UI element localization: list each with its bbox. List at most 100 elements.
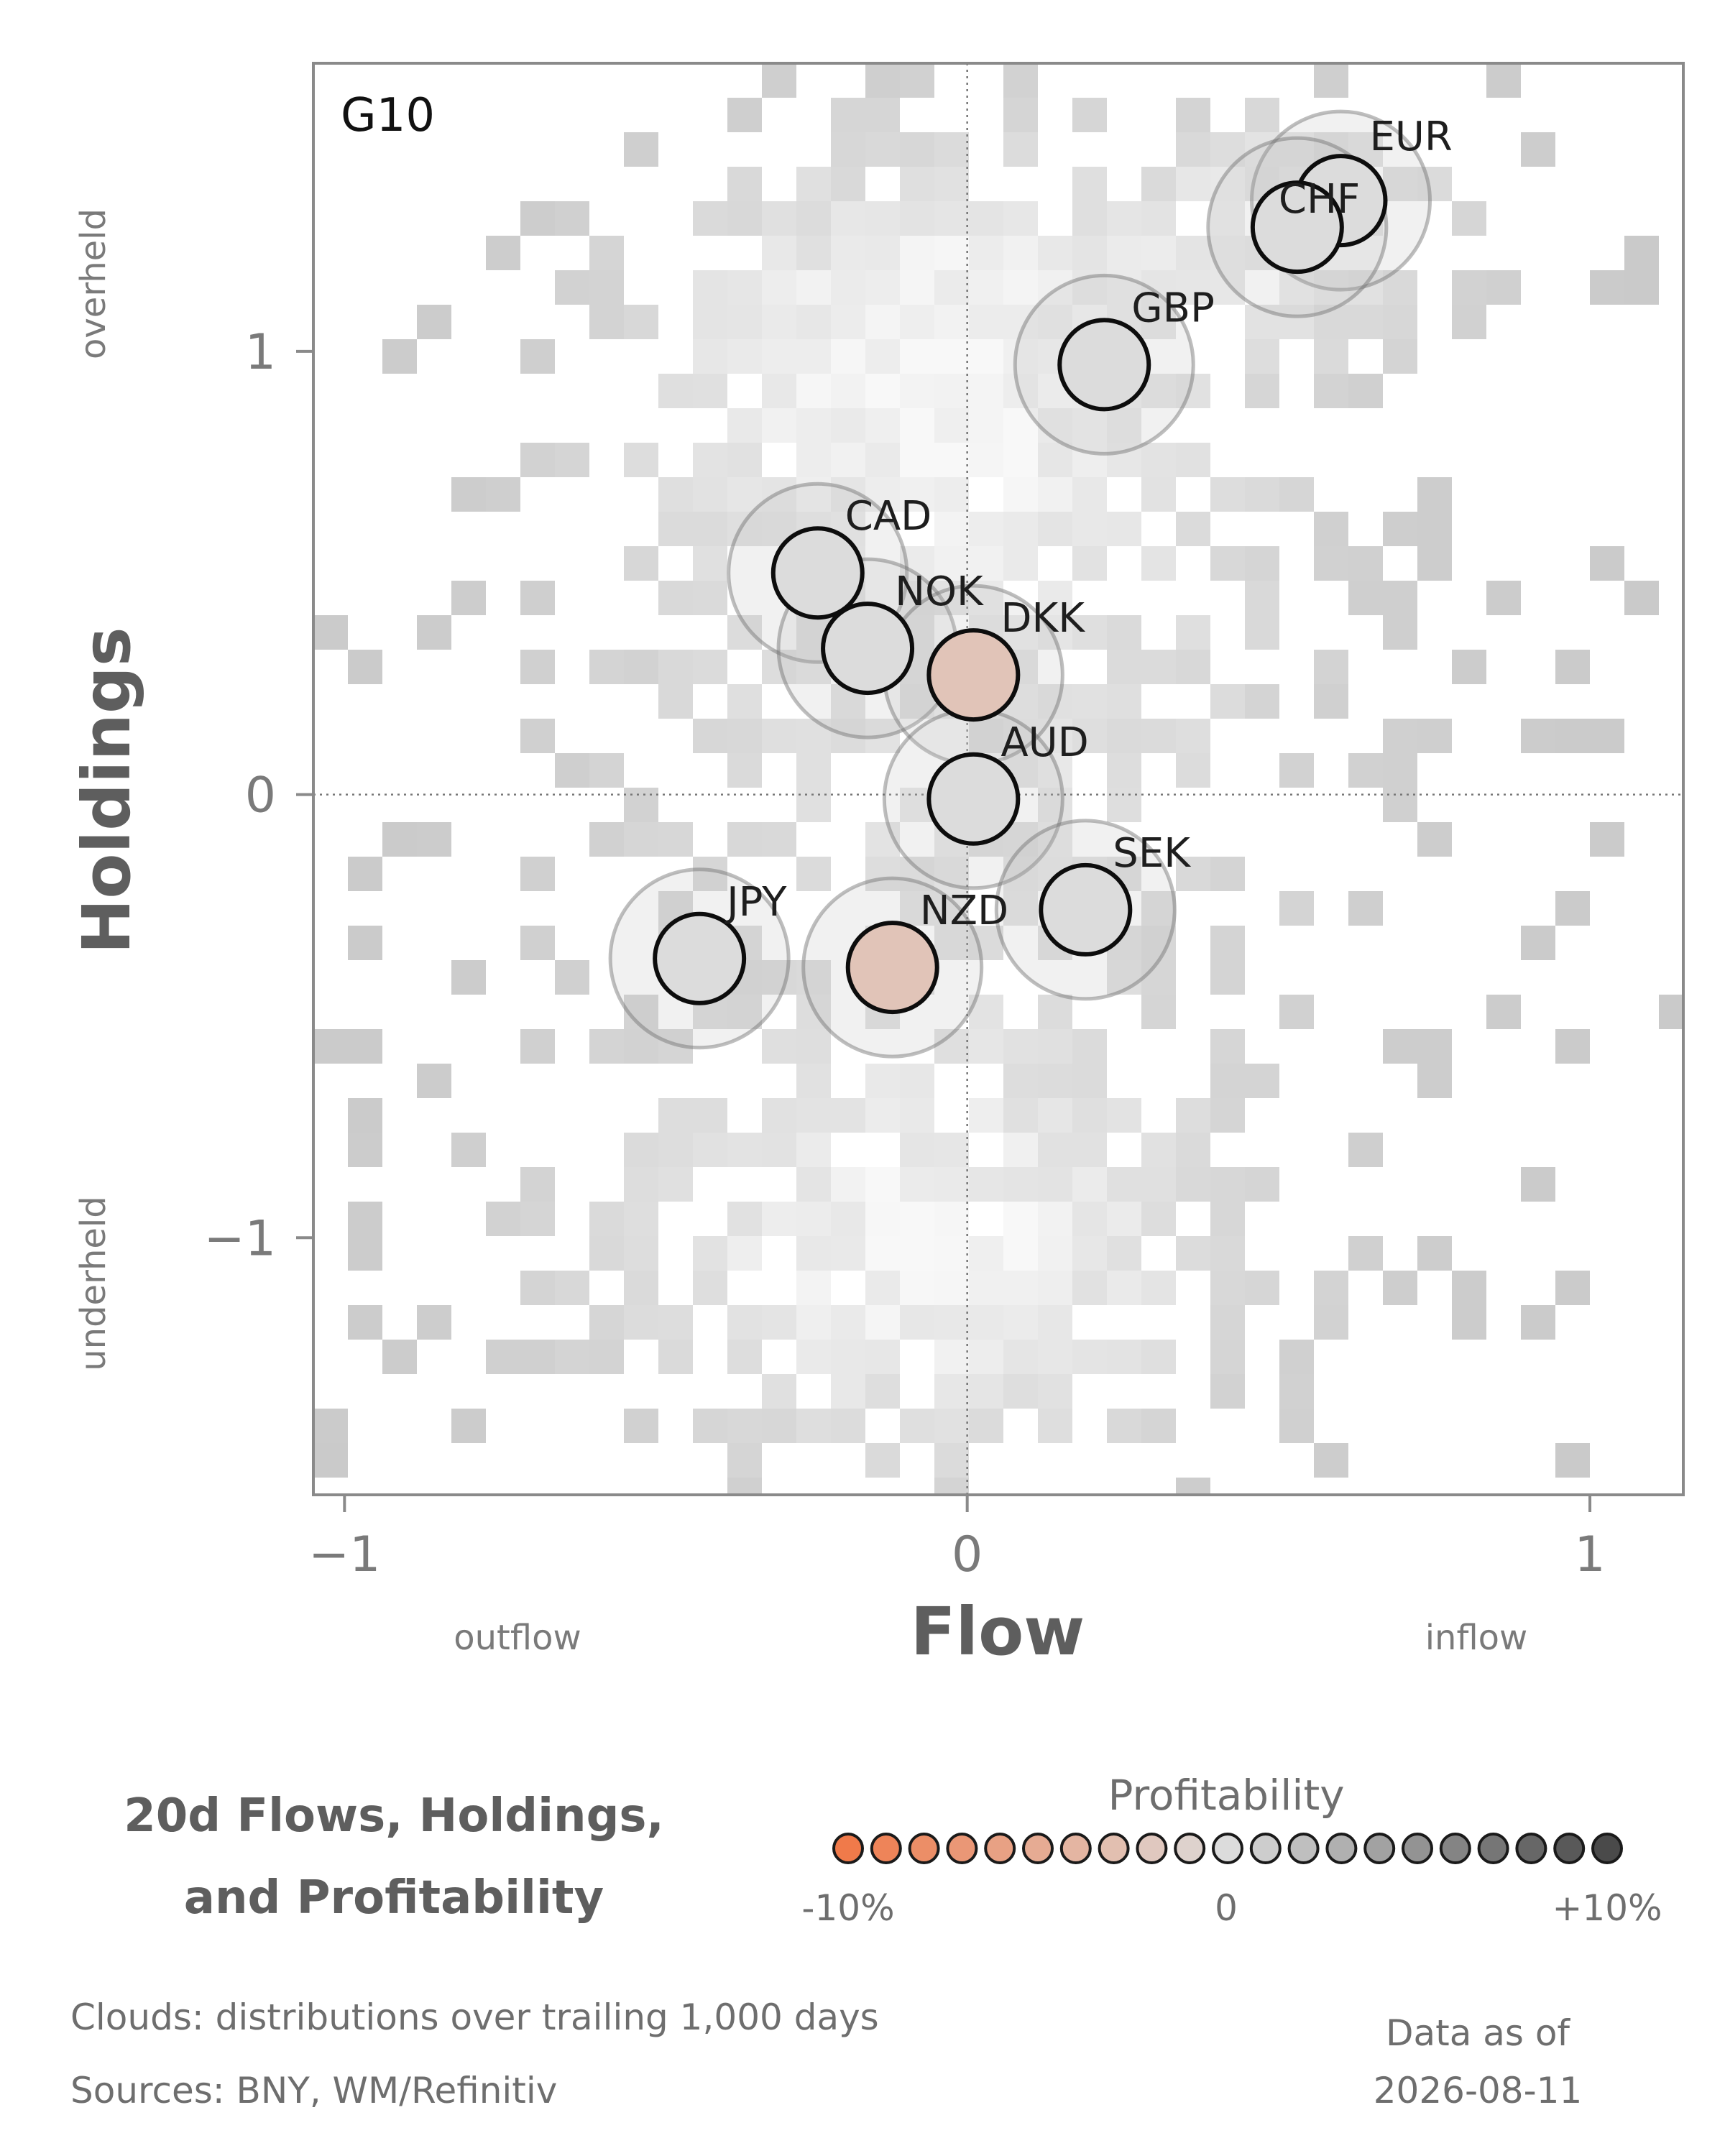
- cloud-cell: [348, 1133, 382, 1167]
- cloud-cell: [831, 1167, 865, 1202]
- cloud-cell: [1003, 408, 1038, 443]
- point-label-eur: EUR: [1370, 114, 1453, 160]
- cloud-cell: [727, 477, 762, 512]
- point-sek: [1039, 862, 1133, 957]
- cloud-cell: [1141, 305, 1176, 339]
- cloud-cell: [1521, 719, 1555, 753]
- cloud-cell: [520, 857, 555, 891]
- cloud-cell: [624, 443, 658, 477]
- cloud-cell: [796, 1305, 831, 1340]
- cloud-cell: [1176, 270, 1210, 305]
- cloud-cell: [934, 374, 969, 408]
- cloud-cell: [1038, 236, 1072, 270]
- cloud-cell: [1417, 477, 1452, 512]
- cloud-cell: [1314, 650, 1348, 684]
- cloud-cell: [796, 788, 831, 822]
- cloud-cell: [313, 1409, 348, 1443]
- cloud-cell: [1210, 1340, 1245, 1374]
- cloud-cell: [727, 1409, 762, 1443]
- y-tick-label: −1: [204, 1210, 276, 1267]
- point-label-gbp: GBP: [1131, 285, 1215, 331]
- legend-swatch: [1402, 1833, 1433, 1864]
- cloud-cell: [727, 1443, 762, 1478]
- cloud-cell: [1383, 615, 1417, 650]
- cloud-cell: [727, 1202, 762, 1236]
- point-label-jpy: JPY: [724, 879, 787, 926]
- point-aud: [926, 752, 1021, 846]
- cloud-cell: [865, 1098, 900, 1133]
- point-nzd: [845, 921, 939, 1015]
- x-tick-label: −1: [308, 1526, 380, 1583]
- cloud-cell: [1141, 546, 1176, 581]
- cloud-cell: [1141, 167, 1176, 201]
- x-tick-label: 0: [952, 1526, 983, 1583]
- point-label-nzd: NZD: [920, 888, 1008, 934]
- cloud-cell: [624, 995, 658, 1029]
- legend-swatch: [870, 1833, 902, 1864]
- cloud-cell: [1452, 201, 1486, 236]
- cloud-cell: [1003, 132, 1038, 167]
- point-jpy: [653, 911, 747, 1005]
- cloud-cell: [727, 1133, 762, 1167]
- cloud-cell: [1486, 995, 1521, 1029]
- cloud-cell: [865, 98, 900, 132]
- cloud-cell: [1314, 270, 1348, 305]
- cloud-cell: [1383, 581, 1417, 615]
- cloud-cell: [1590, 822, 1624, 857]
- cloud-cell: [934, 1305, 969, 1340]
- cloud-cell: [1141, 1271, 1176, 1305]
- cloud-cell: [831, 1098, 865, 1133]
- legend-swatch: [1515, 1833, 1547, 1864]
- cloud-cell: [382, 822, 417, 857]
- cloud-cell: [1210, 684, 1245, 719]
- cloud-cell: [348, 1236, 382, 1271]
- cloud-cell: [1038, 995, 1072, 1029]
- cloud-cell: [934, 408, 969, 443]
- cloud-cell: [900, 1409, 934, 1443]
- cloud-cell: [1141, 477, 1176, 512]
- cloud-cell: [1176, 132, 1210, 167]
- cloud-cell: [486, 1202, 520, 1236]
- cloud-cell: [1141, 1340, 1176, 1374]
- cloud-cell: [1003, 63, 1038, 98]
- cloud-cell: [451, 960, 486, 995]
- cloud-cell: [624, 1167, 658, 1202]
- cloud-cell: [900, 305, 934, 339]
- cloud-cell: [348, 1202, 382, 1236]
- cloud-cell: [1038, 615, 1072, 650]
- cloud-cell: [555, 753, 589, 788]
- cloud-cell: [589, 1340, 624, 1374]
- cloud-cell: [1003, 374, 1038, 408]
- cloud-cell: [1141, 1167, 1176, 1202]
- cloud-cell: [934, 512, 969, 546]
- cloud-cell: [1486, 63, 1521, 98]
- cloud-cell: [1038, 719, 1072, 753]
- legend-swatch: [1059, 1833, 1092, 1864]
- cloud-cell: [1348, 305, 1383, 339]
- cloud-cell: [969, 1305, 1003, 1340]
- cloud-cell: [658, 1305, 693, 1340]
- x-side-label-left: outflow: [454, 1618, 581, 1658]
- cloud-cell: [1245, 1167, 1279, 1202]
- cloud-cell: [900, 1305, 934, 1340]
- cloud-cell: [451, 1409, 486, 1443]
- distribution-cloud: [313, 63, 1683, 1495]
- cloud-cell: [1210, 132, 1245, 167]
- cloud-cell: [1003, 546, 1038, 581]
- panel-label: G10: [341, 89, 435, 142]
- point-label-sek: SEK: [1113, 830, 1191, 877]
- cloud-cell: [1245, 339, 1279, 374]
- reference-lines: [313, 63, 1683, 1495]
- cloud-cell: [1452, 305, 1486, 339]
- cloud-cell: [1038, 1340, 1072, 1374]
- cloud-cell: [1107, 1236, 1141, 1271]
- cloud-cell: [1452, 1271, 1486, 1305]
- cloud-cell: [693, 1133, 727, 1167]
- cloud-cell: [865, 1443, 900, 1478]
- cloud-cell: [900, 546, 934, 581]
- cloud-cell: [1176, 98, 1210, 132]
- cloud-cell: [1348, 753, 1383, 788]
- cloud-cell: [969, 719, 1003, 753]
- cloud-cell: [727, 995, 762, 1029]
- cloud-cell: [969, 1167, 1003, 1202]
